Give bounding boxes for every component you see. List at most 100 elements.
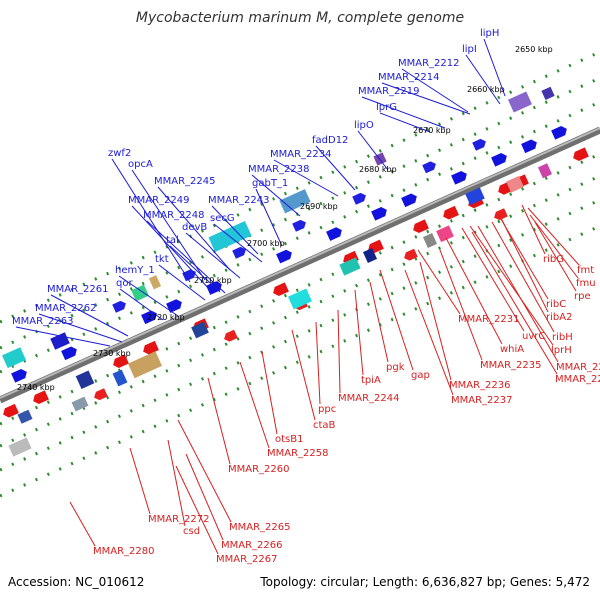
reverse-gene-label: ribG [543, 254, 564, 265]
forward-gene-label: MMAR_2234 [270, 149, 332, 160]
accession-text: Accession: NC_010612 [8, 575, 144, 589]
reverse-gene-label: lprH [551, 345, 572, 356]
reverse-gene-label: fmu [576, 278, 596, 289]
forward-gene-label: secG [210, 213, 235, 224]
reverse-gene-label: whiA [500, 344, 524, 355]
reverse-gene-arrow-13 [573, 147, 589, 161]
forward-connector [158, 264, 206, 301]
reverse-gene-arrow-1 [33, 390, 49, 404]
kbp-label: 2650 kbp [515, 45, 553, 54]
reverse-gene-label: MMAR_2272 [148, 514, 210, 525]
feature-block-18 [465, 187, 485, 206]
reverse-gene-label: MMAR_2229 [555, 374, 600, 385]
forward-gene-label: MMAR_2249 [128, 195, 190, 206]
forward-connector [38, 313, 123, 343]
forward-gene-label: qor [116, 278, 133, 289]
forward-gene-arrow-0 [11, 369, 27, 383]
kbp-label: 2700 kbp [247, 239, 285, 248]
forward-gene-label: tal [166, 235, 179, 246]
forward-gene-label: opcA [128, 159, 153, 170]
reverse-connector [129, 447, 151, 515]
feature-block-11 [288, 288, 312, 310]
forward-gene-label: tkt [155, 254, 169, 265]
forward-gene-arrow-upper-3 [292, 219, 306, 232]
kbp-label: 2670 kbp [413, 126, 451, 135]
reverse-gene-label: fmt [577, 265, 594, 276]
forward-connector [211, 205, 259, 255]
backbone [0, 126, 600, 404]
forward-gene-arrow-9 [451, 171, 467, 185]
reverse-gene-arrow-0 [3, 403, 19, 418]
reverse-connector [419, 261, 452, 381]
reverse-connector [469, 225, 554, 346]
reverse-gene-arrow-9 [443, 205, 459, 220]
reverse-connector [315, 321, 321, 405]
genome-summary: Topology: circular; Length: 6,636,827 bp… [259, 575, 590, 589]
forward-gene-label: MMAR_2262 [35, 303, 97, 314]
forward-gene-label: fadD12 [312, 135, 348, 146]
reverse-gene-label: rpe [574, 291, 591, 302]
forward-connector [213, 223, 263, 263]
reverse-gene-label: ctaB [313, 420, 336, 431]
forward-gene-label: gabT_1 [252, 178, 288, 189]
reverse-connector [69, 501, 96, 547]
forward-gene-arrow-10 [491, 153, 507, 167]
forward-gene-arrow-11 [521, 139, 537, 154]
reverse-gene-label: MMAR_2244 [338, 393, 400, 404]
label-connectors [15, 38, 580, 555]
forward-gene-arrow-upper-4 [352, 192, 366, 205]
forward-gene-arrow-upper-1 [182, 269, 196, 282]
forward-gene-arrow-4 [206, 281, 222, 295]
forward-gene-arrow-2 [141, 310, 157, 325]
feature-block-7 [508, 91, 532, 113]
forward-connector [273, 159, 339, 197]
forward-connector [146, 220, 226, 294]
forward-connector [401, 68, 469, 113]
map-title: Mycobacterium marinum M, complete genome [136, 10, 464, 26]
reverse-connector [291, 329, 316, 421]
forward-gene-label: MMAR_2245 [154, 176, 216, 187]
forward-gene-label: MMAR_2214 [378, 72, 440, 83]
forward-gene-label: MMAR_2263 [12, 316, 74, 327]
forward-gene-label: MMAR_2261 [47, 284, 109, 295]
reverse-connector [379, 269, 414, 371]
kbp-labels: 2650 kbp 2660 kbp 2670 kbp 2680 kbp 2690 kbp… [17, 45, 553, 392]
reverse-gene-label: uvrC [522, 331, 545, 342]
forward-connector [157, 186, 231, 271]
forward-gene-arrow-8 [401, 193, 417, 208]
reverse-gene-label: otsB1 [275, 434, 303, 445]
reverse-gene-label: tpiA [361, 375, 381, 386]
reverse-connector [417, 249, 461, 315]
forward-gene-label: lprG [376, 102, 397, 113]
forward-connector [465, 54, 501, 105]
reverse-connector [261, 351, 278, 435]
forward-gene-arrow-upper-2 [232, 246, 246, 259]
reverse-connector [477, 225, 559, 363]
feature-block-14 [436, 225, 454, 243]
feature-block-13 [362, 247, 378, 264]
feature-block-12 [339, 257, 361, 276]
feature-block-8 [541, 86, 555, 101]
forward-connector [315, 145, 356, 191]
tick-row-5 [0, 198, 600, 472]
reverse-connector [527, 207, 580, 266]
forward-connector [131, 205, 211, 291]
feature-block-21 [8, 437, 32, 457]
backbone-line [0, 126, 600, 404]
reverse-connector [167, 439, 186, 527]
reverse-connector [499, 215, 549, 313]
reverse-gene-arrow-8 [413, 219, 429, 233]
feature-block-9 [128, 351, 162, 379]
forward-gene-arrow-upper-6 [472, 138, 486, 151]
forward-connector [185, 232, 241, 279]
reverse-gene-label: MMAR_2235 [480, 360, 542, 371]
forward-connector [111, 158, 191, 283]
forward-gene-arrow-7 [371, 207, 387, 221]
reverse-gene-label: ribC [546, 299, 566, 310]
forward-connector [118, 275, 179, 317]
forward-connector [483, 38, 506, 97]
forward-gene-label: lipI [462, 44, 477, 55]
reverse-gene-label: ribH [552, 332, 573, 343]
